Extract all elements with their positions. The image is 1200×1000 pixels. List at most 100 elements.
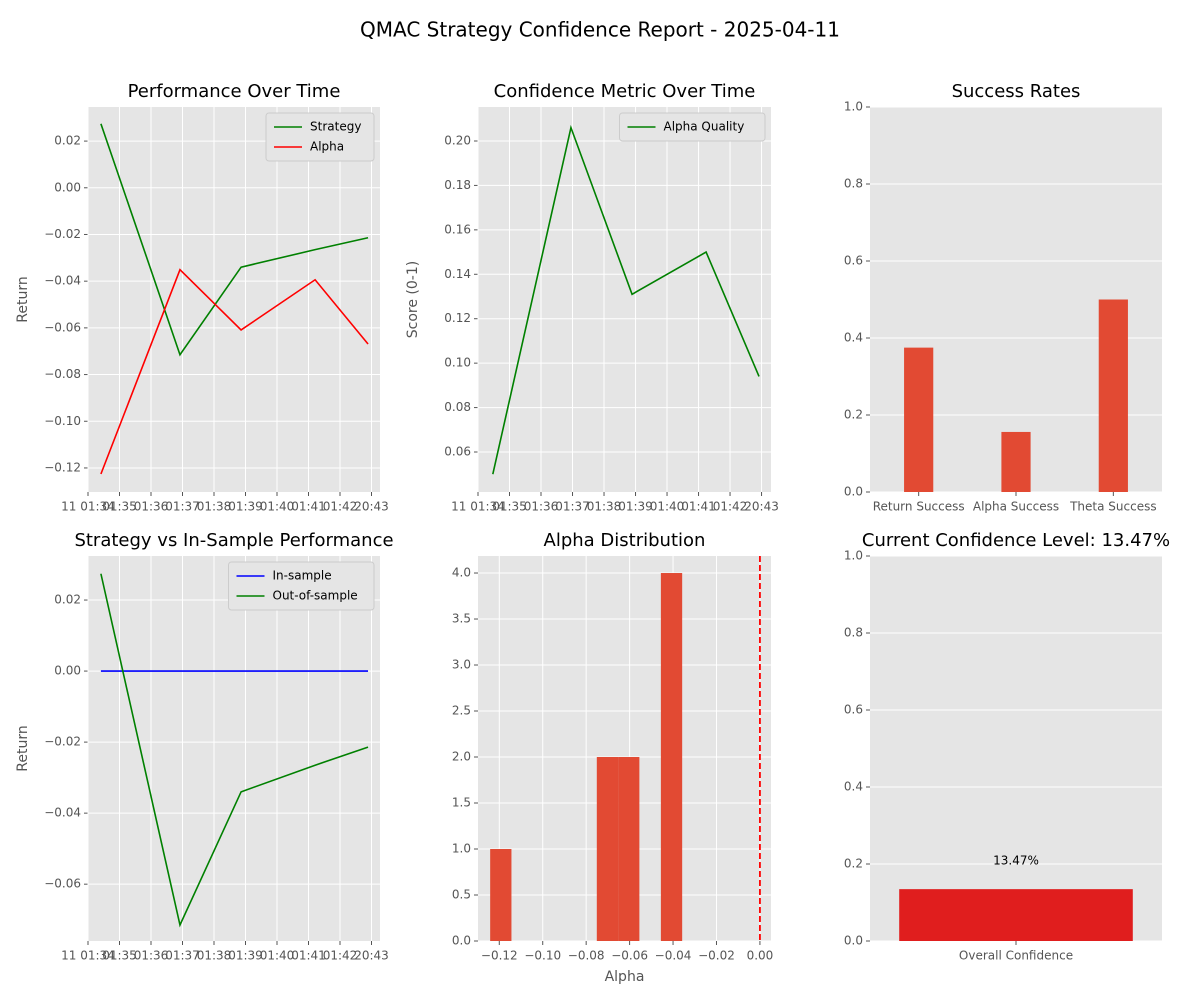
y-tick-label: −0.06 — [44, 320, 81, 334]
y-tick-label: 0.0 — [844, 934, 863, 948]
x-tick-label: 01:41 — [681, 500, 716, 514]
y-tick-label: 0.6 — [844, 703, 863, 717]
x-tick-label: 01:36 — [134, 949, 169, 963]
line — [100, 573, 369, 928]
plot-background — [88, 107, 380, 492]
x-tick-label: Alpha Success — [973, 500, 1059, 514]
x-tick-label: 01:41 — [291, 949, 326, 963]
y-tick-label: 0.12 — [444, 311, 471, 325]
y-tick-label: 1.0 — [452, 842, 471, 856]
y-tick-label: 0.4 — [844, 780, 863, 794]
legend-label: In-sample — [273, 569, 332, 583]
x-tick-label: 01:37 — [555, 500, 590, 514]
y-tick-label: 0.2 — [844, 857, 863, 871]
x-tick-label: 01:37 — [165, 500, 200, 514]
x-tick-label: 01:37 — [165, 949, 200, 963]
x-tick-label: Return Success — [873, 500, 965, 514]
x-tick-label: −0.04 — [655, 949, 692, 963]
legend — [619, 112, 766, 142]
x-tick-label: 01:38 — [587, 500, 622, 514]
x-tick-label: 01:41 — [291, 500, 326, 514]
y-tick-label: 0.00 — [54, 180, 81, 194]
y-tick-label: 0.06 — [444, 445, 471, 459]
y-tick-label: −0.02 — [44, 227, 81, 241]
line — [492, 124, 760, 475]
y-tick-label: 1.0 — [844, 549, 863, 563]
x-tick-label: Theta Success — [1069, 500, 1157, 514]
y-tick-label: −0.10 — [44, 414, 81, 428]
y-axis-label: Return — [15, 276, 31, 322]
x-tick-label: −0.12 — [481, 949, 518, 963]
y-tick-label: 0.4 — [844, 331, 863, 345]
x-tick-label: 01:39 — [228, 500, 263, 514]
bar — [1001, 431, 1031, 492]
line — [100, 268, 369, 475]
x-tick-label: 01:36 — [524, 500, 559, 514]
x-tick-label: 01:42 — [323, 500, 358, 514]
x-tick-label: 11 01:34 — [61, 500, 115, 514]
x-tick-label: −0.02 — [698, 949, 735, 963]
y-tick-label: 0.00 — [54, 664, 81, 678]
legend — [228, 561, 375, 611]
x-tick-label: 01:42 — [713, 500, 748, 514]
x-tick-label: 01:36 — [134, 500, 169, 514]
histogram-bar — [596, 757, 619, 941]
legend-label: Alpha — [310, 140, 344, 154]
x-tick-label: 01:42 — [323, 949, 358, 963]
x-tick-label: 0.00 — [747, 949, 774, 963]
y-tick-label: 3.0 — [452, 658, 471, 672]
value-label: 13.47% — [993, 854, 1039, 868]
x-tick-label: 01:40 — [650, 500, 685, 514]
y-tick-label: −0.12 — [44, 460, 81, 474]
x-tick-label: 01:38 — [197, 500, 232, 514]
y-tick-label: 0.8 — [844, 177, 863, 191]
y-tick-label: 0.0 — [844, 485, 863, 499]
chart-title: Current Confidence Level: 13.47% — [862, 530, 1170, 551]
y-tick-label: −0.02 — [44, 735, 81, 749]
y-tick-label: 0.5 — [452, 888, 471, 902]
y-tick-label: −0.06 — [44, 877, 81, 891]
y-tick-label: 4.0 — [452, 566, 471, 580]
y-tick-label: 0.02 — [54, 134, 81, 148]
y-tick-label: −0.04 — [44, 274, 81, 288]
y-tick-label: 1.0 — [844, 100, 863, 114]
x-tick-label: 01:35 — [492, 500, 527, 514]
y-tick-label: −0.08 — [44, 367, 81, 381]
legend-label: Out-of-sample — [273, 589, 358, 603]
x-tick-label: 01:40 — [260, 949, 295, 963]
histogram-bar — [618, 757, 640, 941]
y-tick-label: 0.6 — [844, 254, 863, 268]
histogram-bar — [490, 849, 512, 941]
x-tick-label: −0.08 — [568, 949, 605, 963]
legend — [265, 112, 375, 162]
y-tick-label: 0.0 — [452, 934, 471, 948]
y-axis-label: Score (0-1) — [405, 261, 421, 338]
plot-background — [478, 107, 771, 492]
bar — [899, 889, 1133, 941]
x-axis-label: Alpha — [605, 969, 645, 985]
bar — [1098, 299, 1128, 492]
x-tick-label: 01:35 — [102, 500, 137, 514]
figure-title: QMAC Strategy Confidence Report - 2025-0… — [360, 18, 840, 42]
x-tick-label: 20:43 — [354, 949, 389, 963]
x-tick-label: 20:43 — [744, 500, 779, 514]
x-tick-label: −0.06 — [611, 949, 648, 963]
x-tick-label: 01:38 — [197, 949, 232, 963]
x-tick-label: 11 01:34 — [451, 500, 505, 514]
y-tick-label: 0.14 — [444, 267, 471, 281]
x-tick-label: 01:39 — [618, 500, 653, 514]
chart-title: Confidence Metric Over Time — [494, 81, 756, 102]
y-tick-label: 0.16 — [444, 222, 471, 236]
chart-title: Success Rates — [952, 81, 1081, 102]
bar — [904, 347, 934, 492]
x-tick-label: −0.10 — [524, 949, 561, 963]
x-tick-label: 01:35 — [102, 949, 137, 963]
y-tick-label: 1.5 — [452, 796, 471, 810]
x-tick-label: 01:39 — [228, 949, 263, 963]
y-tick-label: 0.18 — [444, 178, 471, 192]
plot-background — [870, 556, 1162, 941]
y-tick-label: 2.5 — [452, 704, 471, 718]
legend-label: Strategy — [310, 120, 361, 134]
x-tick-label: 20:43 — [354, 500, 389, 514]
y-tick-label: 0.2 — [844, 408, 863, 422]
